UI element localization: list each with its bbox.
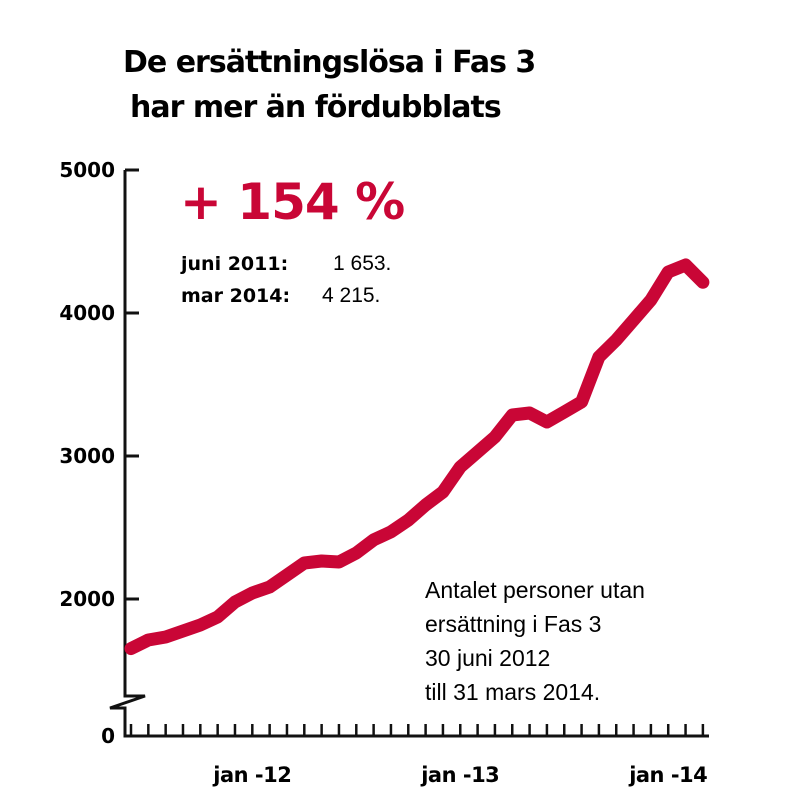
y-tick-label: 4000 bbox=[59, 301, 115, 325]
y-axis-line bbox=[109, 170, 709, 738]
y-tick-label: 3000 bbox=[59, 444, 115, 468]
stat-value-start: 1 653. bbox=[333, 252, 391, 275]
stat-label-start: juni 2011: bbox=[180, 253, 288, 275]
y-tick-label: 5000 bbox=[59, 158, 115, 182]
axes: 0 2000 3000 4000 5000 jan -12 jan -13 jan -14 bbox=[59, 158, 709, 787]
y-tick-label: 0 bbox=[101, 724, 115, 748]
annotation-line-4: till 31 mars 2014. bbox=[425, 679, 600, 705]
stat-label-end: mar 2014: bbox=[181, 285, 290, 307]
series-line bbox=[124, 258, 710, 656]
y-tick-label: 2000 bbox=[59, 587, 115, 611]
series bbox=[124, 258, 710, 656]
headline-percent: + 154 % bbox=[180, 173, 404, 231]
x-tick-label: jan -14 bbox=[628, 763, 707, 787]
x-tick-label: jan -13 bbox=[420, 763, 499, 787]
chart-title-line-2: har mer än fördubblats bbox=[130, 90, 501, 125]
stat-value-end: 4 215. bbox=[322, 284, 380, 307]
annotation-line-1: Antalet personer utan bbox=[425, 577, 645, 603]
x-tick-label: jan -12 bbox=[212, 763, 291, 787]
annotation-line-2: ersättning i Fas 3 bbox=[425, 611, 601, 637]
annotation-line-3: 30 juni 2012 bbox=[425, 645, 550, 671]
chart-title-line-1: De ersättningslösa i Fas 3 bbox=[123, 45, 535, 80]
